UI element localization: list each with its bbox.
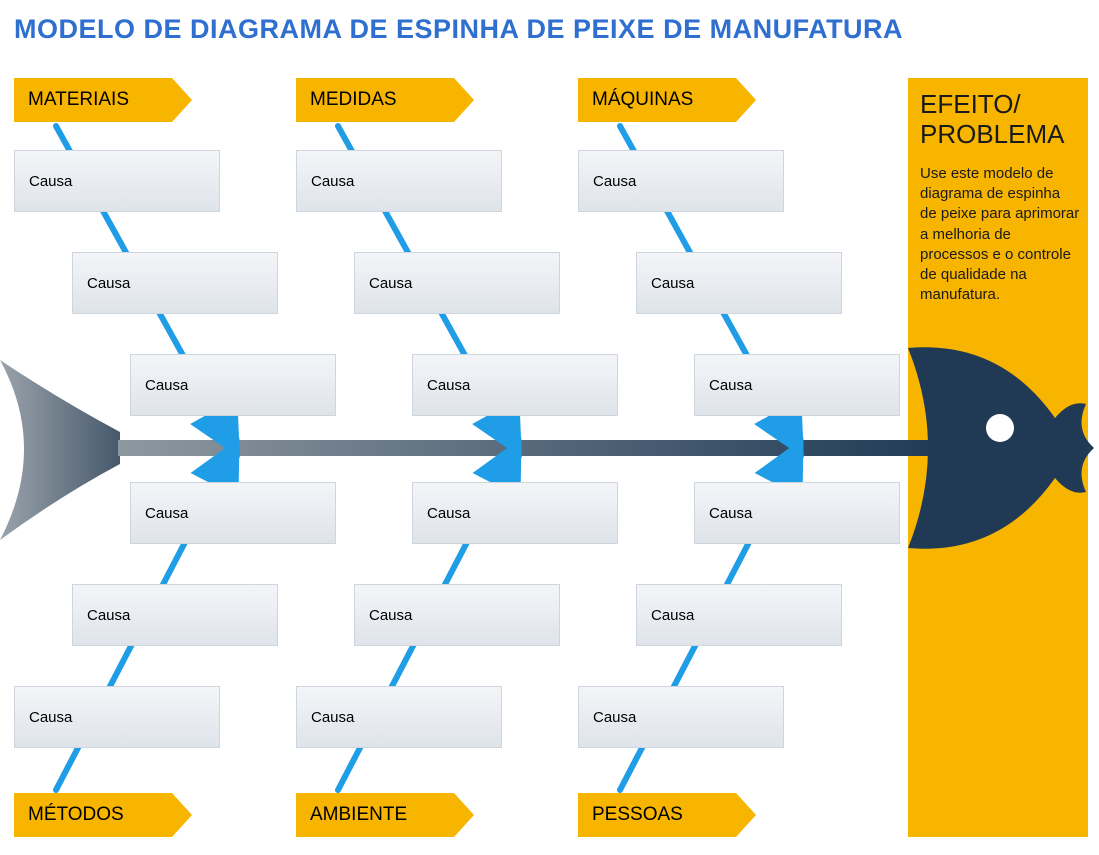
category-tab-ambiente: AMBIENTE [296, 793, 488, 837]
category-tab-pessoas: PESSOAS [578, 793, 770, 837]
cause-label: Causa [145, 377, 188, 394]
cause-box[interactable]: Causa [578, 686, 784, 748]
cause-box[interactable]: Causa [412, 354, 618, 416]
fish-tail [0, 360, 120, 540]
cause-box[interactable]: Causa [296, 150, 502, 212]
cause-label: Causa [145, 505, 188, 522]
cause-label: Causa [651, 607, 694, 624]
effect-heading: EFEITO/PROBLEMA [920, 90, 1080, 150]
cause-box[interactable]: Causa [354, 252, 560, 314]
category-tab-medidas: MEDIDAS [296, 78, 488, 122]
cause-box[interactable]: Causa [72, 584, 278, 646]
category-label: MÉTODOS [28, 804, 124, 826]
cause-box[interactable]: Causa [14, 150, 220, 212]
category-label: AMBIENTE [310, 804, 407, 826]
cause-label: Causa [369, 275, 412, 292]
cause-box[interactable]: Causa [694, 482, 900, 544]
cause-label: Causa [29, 709, 72, 726]
cause-label: Causa [593, 173, 636, 190]
category-label: MATERIAIS [28, 89, 129, 111]
category-tab-maquinas: MÁQUINAS [578, 78, 770, 122]
cause-box[interactable]: Causa [636, 252, 842, 314]
cause-label: Causa [593, 709, 636, 726]
cause-box[interactable]: Causa [130, 482, 336, 544]
cause-label: Causa [651, 275, 694, 292]
cause-label: Causa [427, 505, 470, 522]
fish-spine [118, 440, 940, 456]
category-label: PESSOAS [592, 804, 683, 826]
cause-box[interactable]: Causa [636, 584, 842, 646]
category-label: MEDIDAS [310, 89, 397, 111]
cause-label: Causa [311, 709, 354, 726]
cause-box[interactable]: Causa [130, 354, 336, 416]
cause-box[interactable]: Causa [72, 252, 278, 314]
effect-body: Use este modelo de diagrama de espinha d… [920, 164, 1080, 306]
cause-box[interactable]: Causa [354, 584, 560, 646]
cause-box[interactable]: Causa [578, 150, 784, 212]
cause-label: Causa [29, 173, 72, 190]
cause-label: Causa [369, 607, 412, 624]
cause-box[interactable]: Causa [694, 354, 900, 416]
cause-label: Causa [709, 377, 752, 394]
cause-label: Causa [87, 607, 130, 624]
cause-box[interactable]: Causa [296, 686, 502, 748]
cause-box[interactable]: Causa [412, 482, 618, 544]
category-tab-materiais: MATERIAIS [14, 78, 206, 122]
diagram-title: MODELO DE DIAGRAMA DE ESPINHA DE PEIXE D… [14, 14, 903, 45]
fish-eye [986, 414, 1014, 442]
category-label: MÁQUINAS [592, 89, 693, 111]
category-tab-metodos: MÉTODOS [14, 793, 206, 837]
cause-box[interactable]: Causa [14, 686, 220, 748]
cause-label: Causa [311, 173, 354, 190]
cause-label: Causa [87, 275, 130, 292]
cause-label: Causa [427, 377, 470, 394]
cause-label: Causa [709, 505, 752, 522]
effect-panel: EFEITO/PROBLEMA Use este modelo de diagr… [920, 90, 1080, 306]
